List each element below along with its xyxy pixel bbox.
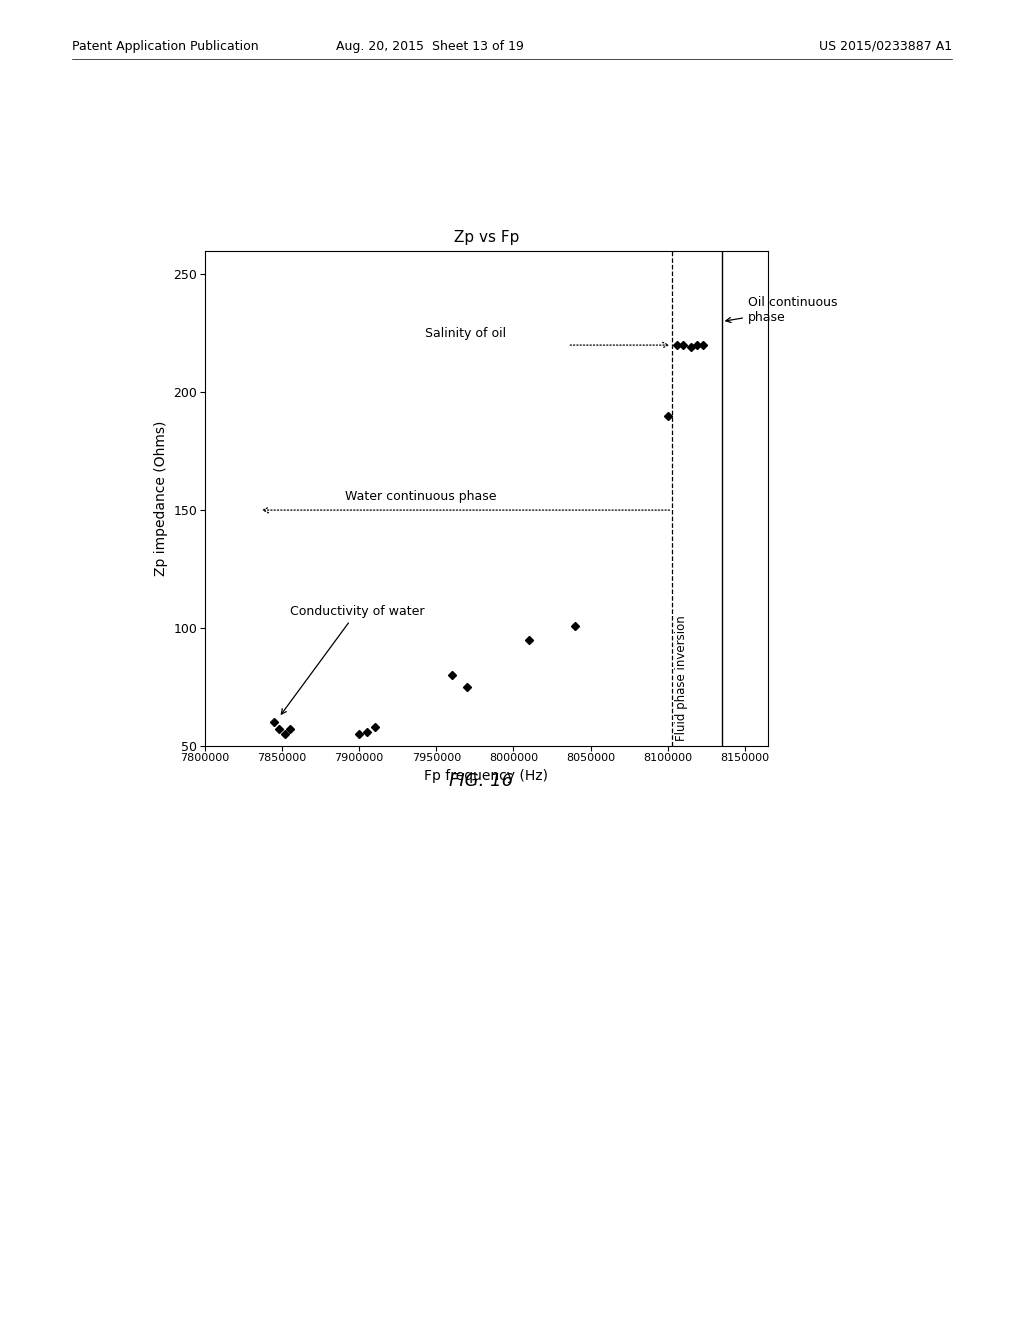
Text: Aug. 20, 2015  Sheet 13 of 19: Aug. 20, 2015 Sheet 13 of 19 (336, 40, 524, 53)
Text: Salinity of oil: Salinity of oil (425, 327, 506, 341)
Text: Water continuous phase: Water continuous phase (345, 490, 497, 503)
Title: Zp vs Fp: Zp vs Fp (454, 231, 519, 246)
X-axis label: Fp frequency (Hz): Fp frequency (Hz) (424, 770, 549, 783)
Text: US 2015/0233887 A1: US 2015/0233887 A1 (819, 40, 952, 53)
Text: Oil continuous
phase: Oil continuous phase (726, 296, 838, 323)
Text: FIG. 16: FIG. 16 (450, 772, 513, 791)
Text: Patent Application Publication: Patent Application Publication (72, 40, 258, 53)
Text: Conductivity of water: Conductivity of water (282, 605, 424, 714)
Y-axis label: Zp impedance (Ohms): Zp impedance (Ohms) (154, 421, 168, 576)
Text: Fluid phase inversion: Fluid phase inversion (675, 615, 688, 741)
